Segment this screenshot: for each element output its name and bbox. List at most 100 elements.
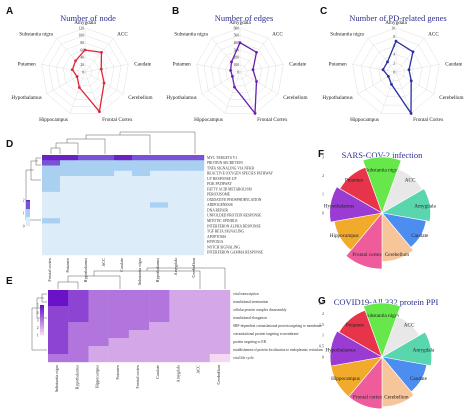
legend-swatch (26, 206, 30, 209)
data-point (70, 68, 74, 72)
legend-swatch (26, 210, 30, 212)
row-label: UNFOLDED PROTEIN RESPONSE (207, 214, 262, 218)
heatmap-cell (169, 306, 190, 315)
heatmap-cell (114, 239, 133, 245)
tick-label: 20 (80, 63, 84, 67)
legend-tick: 0 (23, 224, 25, 228)
axis-label: Cerebellum (128, 95, 152, 101)
tick-label: 0 (322, 354, 324, 359)
heatmap-cell (150, 249, 169, 256)
heatmap-cell (42, 218, 61, 224)
axis-label: Frontal Cortex (102, 117, 133, 123)
legend-swatch (40, 317, 44, 319)
axis-label: Hippocampus (350, 117, 379, 123)
heatmap-cell (48, 354, 69, 363)
data-point (100, 50, 103, 54)
data-point (409, 79, 413, 83)
tick-label: 100 (79, 34, 85, 38)
tick-label: 8 (393, 35, 395, 39)
heatmap-cell (186, 212, 205, 219)
heatmap-cell (48, 346, 69, 355)
grid-ring (387, 62, 405, 81)
heatmap-cell (209, 346, 231, 355)
legend-swatch (26, 223, 30, 225)
data-point (99, 67, 103, 71)
heatmap-cell (150, 218, 169, 224)
column-label: Substantia nigra (54, 365, 59, 392)
legend-swatch (26, 218, 30, 220)
heatmap-cell (96, 244, 115, 250)
tick-label: 4 (393, 53, 395, 57)
heatmap-cell (132, 197, 151, 203)
heatmap-cell (78, 244, 97, 250)
panel-label-d: D (6, 139, 13, 150)
tick-label: 40 (80, 56, 84, 60)
heatmap-cell (150, 223, 169, 229)
grid-spoke (46, 71, 86, 95)
heatmap-cell (96, 165, 115, 171)
panel-label-e: E (6, 276, 13, 287)
grid-ring (196, 27, 284, 114)
grid-spoke (352, 64, 397, 73)
heatmap-cell (42, 165, 61, 171)
heatmap-cell (60, 212, 79, 219)
slice-label: Amygdala (414, 203, 436, 209)
legend-swatch (40, 312, 44, 315)
legend-swatch (26, 211, 30, 214)
slice-label: ACC (404, 323, 415, 329)
heatmap-cell (108, 314, 130, 323)
heatmap-cell (132, 170, 151, 177)
data-point (233, 85, 236, 89)
legend-swatch (40, 323, 44, 325)
rose-slice (338, 309, 383, 358)
heatmap-cell (78, 170, 97, 177)
heatmap-cell (96, 186, 115, 193)
heatmap-cell (168, 181, 187, 187)
heatmap-cell (186, 207, 205, 214)
heatmap-cell (150, 181, 169, 187)
legend-swatch (26, 222, 30, 224)
heatmap-cell (42, 186, 61, 193)
grid-spoke (239, 71, 279, 95)
heatmap-cell (42, 244, 61, 250)
rose-slice (381, 188, 431, 222)
axis-label: Frontal Cortex (413, 117, 444, 123)
heatmap-cell (78, 233, 97, 240)
heatmap-cell (88, 290, 109, 299)
heatmap-cell (48, 290, 69, 299)
heatmap-cell (60, 170, 79, 177)
heatmap-cell (168, 223, 187, 229)
grid-ring (210, 42, 270, 100)
heatmap-cell (169, 330, 190, 339)
heatmap-cell (78, 191, 97, 198)
legend-swatch (26, 214, 30, 216)
row-label: INTERFERON ALPHA RESPONSE (207, 224, 262, 228)
row-label: MITOTIC SPINDLE (207, 219, 238, 223)
grid-spoke (395, 64, 440, 73)
heatmap-cell (42, 170, 61, 177)
tick-label: 2 (393, 62, 395, 66)
heatmap-cell (186, 160, 205, 166)
heatmap-cell (88, 338, 109, 347)
axis-label: Hippocampus (39, 117, 68, 123)
heatmap-cell (114, 212, 133, 219)
heatmap-cell (209, 330, 231, 339)
column-label: Caudate (119, 258, 124, 272)
radar-chart-edges: Number of edges0100200300400500600Amygda… (166, 13, 307, 123)
slice-label: Substantia nigra (365, 167, 399, 173)
heatmap-cell (209, 314, 231, 323)
series-line (229, 41, 258, 116)
grid-ring (232, 64, 248, 80)
legend-swatch (40, 305, 44, 307)
heatmap-cell (128, 330, 150, 339)
axis-label: Hypothalamus (11, 95, 41, 101)
heatmap-cell (169, 290, 190, 299)
legend-swatch (40, 329, 44, 331)
grid-spoke (367, 38, 397, 73)
heatmap-cell (96, 181, 115, 187)
grid-spoke (395, 71, 412, 114)
heatmap-cell (108, 330, 130, 339)
heatmap-cell (60, 181, 79, 187)
slice-label: Frontal cortex (352, 252, 382, 258)
